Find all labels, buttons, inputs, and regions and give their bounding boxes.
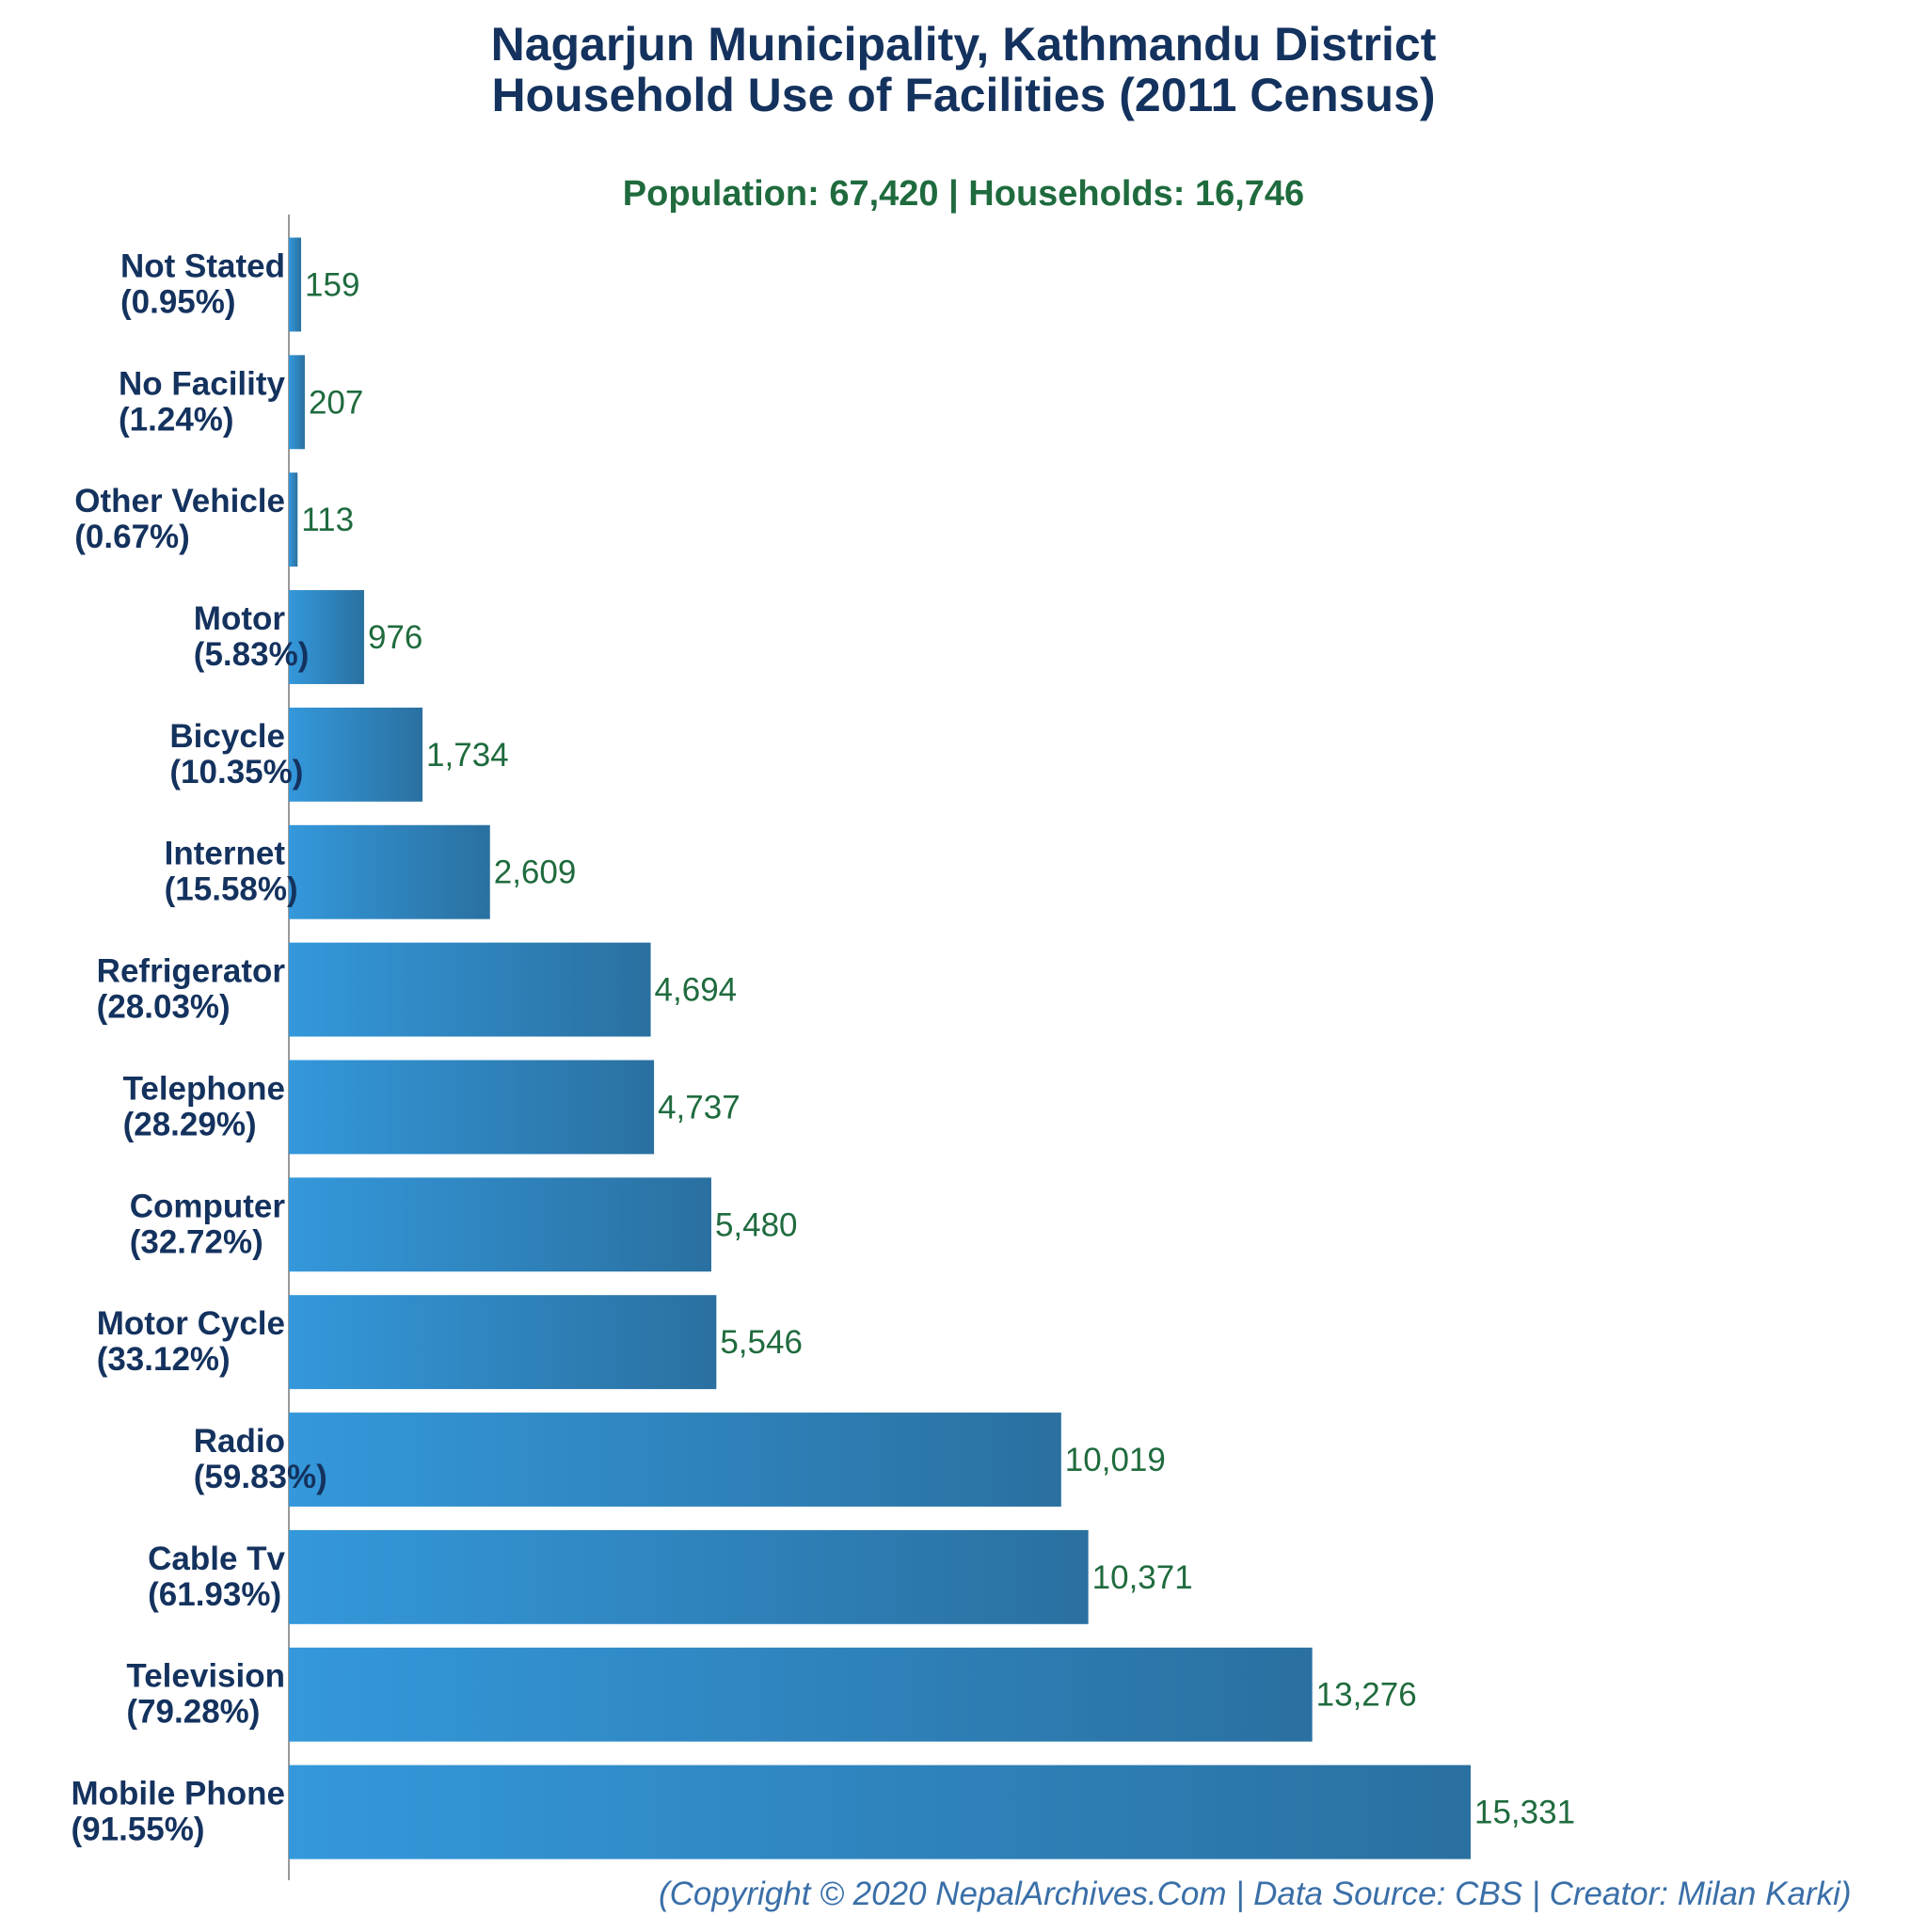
chart-title-line-1: Nagarjun Municipality, Kathmandu Distric… (491, 18, 1437, 71)
category-pct-motor-cycle: (33.12%) (97, 1341, 231, 1378)
category-label-refrigerator: Refrigerator (97, 953, 286, 990)
category-pct-motor: (5.83%) (194, 636, 310, 673)
category-label-bicycle: Bicycle (169, 718, 285, 755)
category-label-not-stated: Not Stated (120, 247, 285, 284)
category-pct-mobile-phone: (91.55%) (72, 1812, 205, 1848)
bar-mobile-phone (289, 1764, 1471, 1860)
category-label-television: Television (126, 1658, 285, 1695)
bar-refrigerator (289, 942, 651, 1037)
category-label-motor: Motor (194, 600, 286, 637)
category-pct-bicycle: (10.35%) (169, 754, 303, 790)
bar-telephone (289, 1060, 655, 1155)
value-label-motor: 976 (368, 619, 422, 656)
category-pct-other-vehicle: (0.67%) (74, 519, 190, 555)
value-label-computer: 5,480 (715, 1206, 798, 1243)
category-label-radio: Radio (194, 1423, 285, 1460)
value-label-refrigerator: 4,694 (655, 972, 738, 1009)
category-label-telephone: Telephone (123, 1070, 285, 1107)
bar-internet (289, 824, 490, 919)
bar-radio (289, 1413, 1061, 1507)
category-pct-refrigerator: (28.03%) (97, 989, 231, 1026)
category-pct-computer: (32.72%) (130, 1223, 263, 1260)
category-label-internet: Internet (165, 836, 286, 872)
bar-other-vehicle (289, 472, 298, 567)
bar-not-stated (289, 237, 302, 332)
category-label-motor-cycle: Motor Cycle (97, 1305, 285, 1342)
bar-group: 159 Not Stated(0.95%) 207 No Facility(1.24%… (72, 237, 1575, 1860)
chart-footer: (Copyright © 2020 NepalArchives.Com | Da… (659, 1876, 1852, 1912)
category-pct-not-stated: (0.95%) (120, 283, 236, 320)
chart-subtitle: Population: 67,420 | Households: 16,746 (623, 174, 1304, 214)
category-label-mobile-phone: Mobile Phone (72, 1776, 286, 1812)
value-label-no-facility: 207 (309, 384, 363, 421)
value-label-telephone: 4,737 (658, 1089, 741, 1126)
category-label-computer: Computer (130, 1188, 286, 1224)
category-label-cable-tv: Cable Tv (148, 1541, 285, 1577)
value-label-internet: 2,609 (494, 854, 577, 891)
bar-cable-tv (289, 1529, 1089, 1624)
bar-no-facility (289, 355, 305, 450)
value-label-television: 13,276 (1316, 1677, 1417, 1714)
bar-bicycle (289, 707, 423, 802)
value-label-not-stated: 159 (305, 266, 359, 303)
bar-motor-cycle (289, 1295, 717, 1390)
bar-television (289, 1647, 1313, 1742)
value-label-radio: 10,019 (1065, 1442, 1166, 1478)
category-label-other-vehicle: Other Vehicle (74, 483, 285, 519)
category-pct-internet: (15.58%) (165, 871, 298, 908)
bar-computer (289, 1177, 711, 1272)
category-pct-no-facility: (1.24%) (119, 401, 234, 438)
category-label-no-facility: No Facility (119, 365, 286, 402)
category-pct-television: (79.28%) (126, 1694, 260, 1731)
chart-title-line-2: Household Use of Facilities (2011 Census… (491, 69, 1435, 121)
value-label-bicycle: 1,734 (426, 737, 509, 774)
category-pct-cable-tv: (61.93%) (148, 1576, 281, 1613)
value-label-motor-cycle: 5,546 (720, 1324, 803, 1361)
value-label-mobile-phone: 15,331 (1474, 1795, 1575, 1831)
category-pct-radio: (59.83%) (194, 1459, 327, 1495)
category-pct-telephone: (28.29%) (123, 1106, 257, 1142)
value-label-cable-tv: 10,371 (1092, 1559, 1193, 1596)
bar-motor (289, 590, 364, 684)
value-label-other-vehicle: 113 (301, 502, 354, 538)
